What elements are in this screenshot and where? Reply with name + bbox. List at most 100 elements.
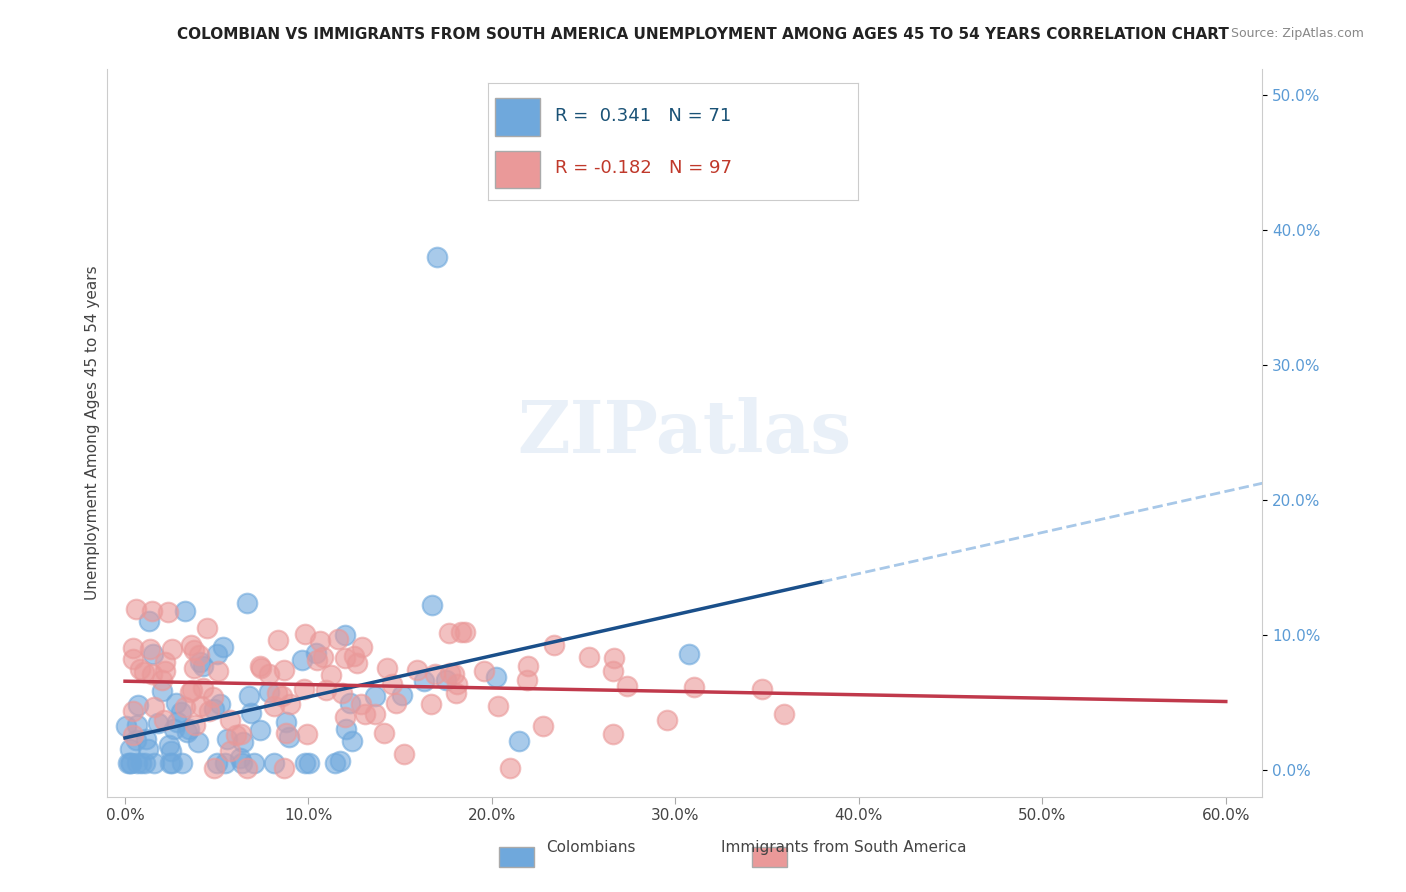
Immigrants from South America [352, 640, 374, 654]
Colombians [413, 674, 436, 689]
Immigrants from South America [292, 682, 315, 697]
Colombians [134, 756, 156, 770]
Colombians [678, 647, 700, 661]
Colombians [278, 730, 301, 744]
Colombians [208, 697, 231, 711]
Immigrants from South America [346, 657, 368, 671]
Immigrants from South America [236, 761, 259, 775]
Colombians [335, 722, 357, 736]
Immigrants from South America [655, 713, 678, 727]
Immigrants from South America [373, 726, 395, 740]
Colombians [135, 731, 157, 746]
Immigrants from South America [602, 664, 624, 678]
Immigrants from South America [141, 604, 163, 618]
Colombians [297, 756, 319, 770]
Immigrants from South America [772, 706, 794, 721]
Immigrants from South America [267, 633, 290, 648]
Colombians [207, 647, 229, 661]
Colombians [157, 738, 180, 752]
Immigrants from South America [330, 686, 353, 700]
Immigrants from South America [531, 719, 554, 733]
Colombians [129, 756, 152, 770]
Immigrants from South America [273, 761, 295, 775]
Immigrants from South America [122, 652, 145, 666]
Colombians [177, 722, 200, 736]
Colombians [127, 756, 149, 770]
Immigrants from South America [225, 728, 247, 742]
Colombians [426, 250, 449, 264]
Colombians [508, 733, 530, 747]
Colombians [193, 659, 215, 673]
Immigrants from South America [294, 627, 316, 641]
Immigrants from South America [420, 697, 443, 711]
Colombians [202, 702, 225, 716]
Immigrants from South America [278, 697, 301, 711]
Colombians [243, 756, 266, 770]
Colombians [291, 653, 314, 667]
Colombians [294, 756, 316, 770]
Colombians [305, 646, 328, 660]
Colombians [163, 723, 186, 737]
Colombians [485, 669, 508, 683]
Colombians [434, 673, 457, 687]
Immigrants from South America [603, 651, 626, 665]
Colombians [138, 614, 160, 628]
Colombians [146, 716, 169, 731]
Immigrants from South America [439, 666, 461, 681]
Immigrants from South America [122, 704, 145, 718]
Immigrants from South America [153, 713, 176, 727]
Immigrants from South America [450, 625, 472, 640]
Immigrants from South America [405, 663, 427, 677]
Immigrants from South America [183, 661, 205, 675]
Immigrants from South America [274, 725, 297, 739]
Immigrants from South America [190, 699, 212, 714]
Colombians [125, 733, 148, 747]
Colombians [214, 756, 236, 770]
Immigrants from South America [311, 650, 333, 665]
Colombians [340, 733, 363, 747]
Immigrants from South America [202, 761, 225, 775]
Colombians [228, 751, 250, 765]
Immigrants from South America [152, 673, 174, 687]
Immigrants from South America [486, 698, 509, 713]
Immigrants from South America [201, 690, 224, 705]
Immigrants from South America [499, 761, 522, 775]
Immigrants from South America [437, 625, 460, 640]
Immigrants from South America [328, 632, 350, 646]
Immigrants from South America [218, 744, 240, 758]
Immigrants from South America [193, 681, 215, 695]
Immigrants from South America [343, 648, 366, 663]
Immigrants from South America [184, 718, 207, 732]
Colombians [339, 696, 361, 710]
Immigrants from South America [122, 640, 145, 655]
Colombians [142, 756, 165, 770]
Colombians [170, 705, 193, 719]
Colombians [188, 656, 211, 670]
Immigrants from South America [134, 665, 156, 679]
Colombians [263, 756, 285, 770]
Immigrants from South America [207, 664, 229, 678]
Immigrants from South America [263, 699, 285, 714]
Immigrants from South America [446, 677, 468, 691]
Immigrants from South America [381, 676, 404, 690]
Immigrants from South America [250, 661, 273, 675]
Colombians [125, 718, 148, 732]
Colombians [136, 742, 159, 756]
Colombians [274, 714, 297, 729]
Colombians [231, 756, 253, 770]
Immigrants from South America [423, 667, 446, 681]
Colombians [176, 724, 198, 739]
Immigrants from South America [141, 667, 163, 681]
Colombians [363, 689, 385, 703]
Immigrants from South America [375, 661, 398, 675]
Text: Source: ZipAtlas.com: Source: ZipAtlas.com [1230, 27, 1364, 40]
Immigrants from South America [125, 602, 148, 616]
Immigrants from South America [187, 648, 209, 662]
Colombians [232, 735, 254, 749]
Colombians [150, 684, 173, 698]
Immigrants from South America [139, 642, 162, 657]
Colombians [205, 756, 228, 770]
Colombians [166, 714, 188, 729]
Immigrants from South America [229, 727, 252, 741]
Immigrants from South America [443, 666, 465, 681]
